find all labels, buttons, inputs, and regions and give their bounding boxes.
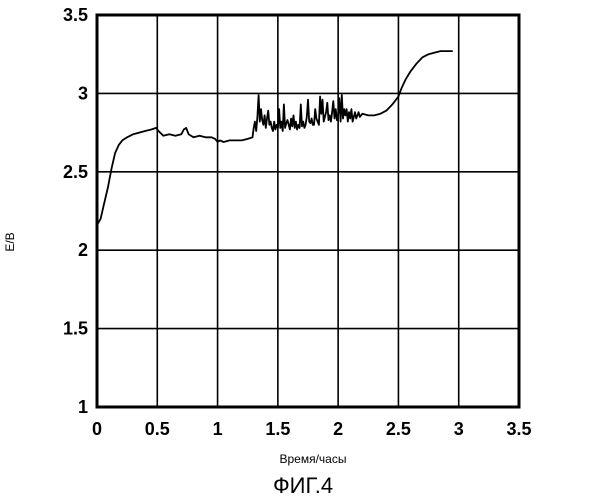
y-tick-label: 3.5 — [63, 5, 88, 25]
x-axis-label: Время/часы — [280, 452, 347, 466]
x-tick-label: 0.5 — [145, 419, 170, 439]
grid — [97, 15, 519, 407]
x-tick-label: 3 — [454, 419, 464, 439]
y-tick-label: 1 — [78, 397, 88, 417]
y-axis-label: E/B — [3, 232, 17, 251]
y-tick-label: 2 — [78, 240, 88, 260]
plot-frame — [97, 15, 519, 407]
y-tick-labels: 1 1.5 2 2.5 3 3.5 — [63, 5, 88, 417]
x-tick-label: 2.5 — [386, 419, 411, 439]
series — [97, 51, 453, 225]
figure-label: ФИГ.4 — [273, 473, 333, 498]
y-tick-label: 1.5 — [63, 319, 88, 339]
y-tick-label: 3 — [78, 83, 88, 103]
x-tick-labels: 0 0.5 1 1.5 2 2.5 3 3.5 — [92, 419, 532, 439]
x-tick-label: 3.5 — [506, 419, 531, 439]
x-tick-label: 1.5 — [265, 419, 290, 439]
series-line — [97, 51, 453, 225]
y-tick-label: 2.5 — [63, 162, 88, 182]
x-tick-label: 1 — [213, 419, 223, 439]
x-tick-label: 2 — [333, 419, 343, 439]
x-tick-label: 0 — [92, 419, 102, 439]
